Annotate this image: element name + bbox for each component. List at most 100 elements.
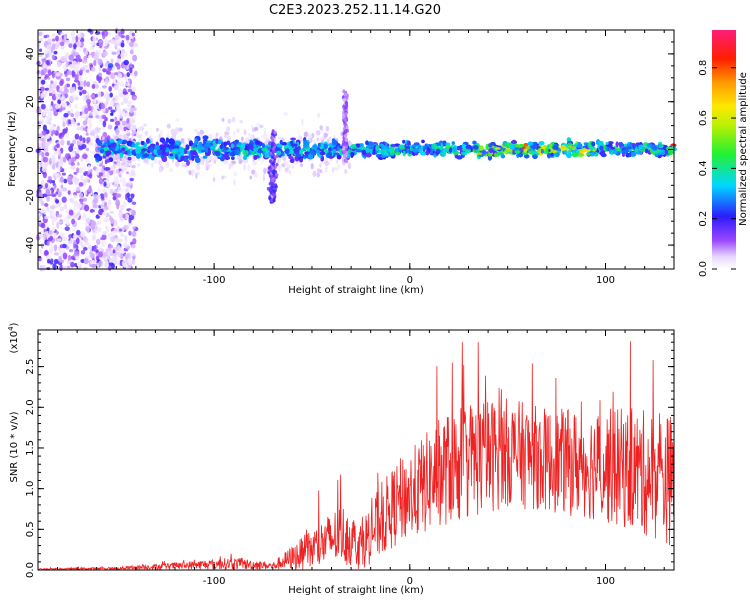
heatmap-cell [132,226,136,230]
heatmap-cell [263,167,267,175]
heatmap-cell [82,95,86,101]
heatmap-cell [64,57,68,63]
heatmap-cell [116,259,120,266]
heatmap-cell [80,231,86,238]
heatmap-cell [126,123,129,128]
heatmap-cell [215,132,218,138]
heatmap-cell [121,120,127,126]
heatmap-cell [98,247,104,252]
heatmap-cell [39,160,43,167]
heatmap-cell [102,230,107,236]
heatmap-cell [68,119,72,125]
heatmap-cell [103,94,108,99]
heatmap-cell [114,34,120,41]
heatmap-cell [119,123,123,131]
heatmap-cell [129,79,133,85]
heatmap-cell [62,217,69,223]
heatmap-cell [79,192,84,199]
heatmap-cell [316,172,321,178]
heatmap-cell [38,137,45,142]
heatmap-cell [53,216,58,222]
heatmap-cell [311,132,315,139]
heatmap-cell [109,100,115,107]
heatmap-cell [96,220,101,225]
heatmap-cell [63,65,67,72]
heatmap-cell [74,255,80,261]
heatmap-cell [159,129,164,137]
heatmap-cell [231,116,236,123]
heatmap-cell [60,184,64,189]
heatmap-cell [136,163,141,167]
heatmap-cell [118,248,122,254]
heatmap-cell [303,131,308,138]
heatmap-cell [87,165,92,171]
heatmap-cell [93,98,97,104]
heatmap-cell [284,167,289,173]
heatmap-cell [136,133,140,138]
heatmap-cell [120,253,124,260]
heatmap-cell [48,229,54,236]
heatmap-cell [256,122,260,127]
heatmap-cell [188,170,192,175]
heatmap-cell [66,260,71,265]
heatmap-cell [54,166,59,171]
heatmap-cell [86,226,90,234]
heatmap-cell [316,129,321,136]
heatmap-cell [324,160,330,166]
heatmap-cell [71,227,77,232]
heatmap-cell [195,172,198,180]
heatmap-cell [44,142,50,147]
heatmap-cell [104,206,110,210]
heatmap-cell [89,40,94,46]
heatmap-cell [75,35,79,43]
heatmap-cell [316,168,321,174]
heatmap-cell [91,66,96,72]
heatmap-cell [53,184,57,189]
heatmap-cell [59,206,65,212]
heatmap-cell [88,141,94,146]
heatmap-cell [118,88,123,93]
heatmap-cell [92,36,97,42]
heatmap-cell [109,112,114,116]
heatmap-cell [114,120,121,126]
heatmap-cell [64,84,68,92]
heatmap-cell [288,170,292,175]
heatmap-cell [52,263,57,271]
heatmap-cell [126,93,130,99]
heatmap-cell [104,62,108,68]
heatmap-cell [62,121,66,128]
heatmap-cell [39,249,43,254]
heatmap-cell [126,118,130,124]
heatmap-cell [61,236,68,242]
heatmap-cell [92,211,96,216]
heatmap-cell [84,204,90,212]
heatmap-cell [59,86,65,92]
heatmap-cell [46,44,52,52]
heatmap-cell [94,103,100,110]
heatmap-cell [70,30,75,38]
heatmap-cell [82,153,88,160]
heatmap-cell [129,214,135,221]
heatmap-cell [99,76,103,81]
heatmap-cell [107,250,111,257]
heatmap-cell [105,99,109,105]
heatmap-cell [48,87,54,94]
heatmap-cell [85,217,91,224]
heatmap-cell [41,264,46,272]
heatmap-cell [100,240,106,248]
heatmap-cell [85,147,90,152]
heatmap-cell [38,48,43,53]
heatmap-cell [95,168,101,172]
heatmap-cell [97,187,101,194]
heatmap-cell [90,94,95,98]
heatmap-cell [83,257,89,265]
heatmap-cell [125,183,131,188]
heatmap-cell [196,165,201,171]
heatmap-cell [44,87,50,91]
heatmap-cell [225,126,231,132]
heatmap-cell [115,193,122,198]
heatmap-cell [81,113,86,119]
heatmap-cell [40,79,46,85]
heatmap-cell [82,197,88,202]
heatmap-cell [62,252,68,260]
